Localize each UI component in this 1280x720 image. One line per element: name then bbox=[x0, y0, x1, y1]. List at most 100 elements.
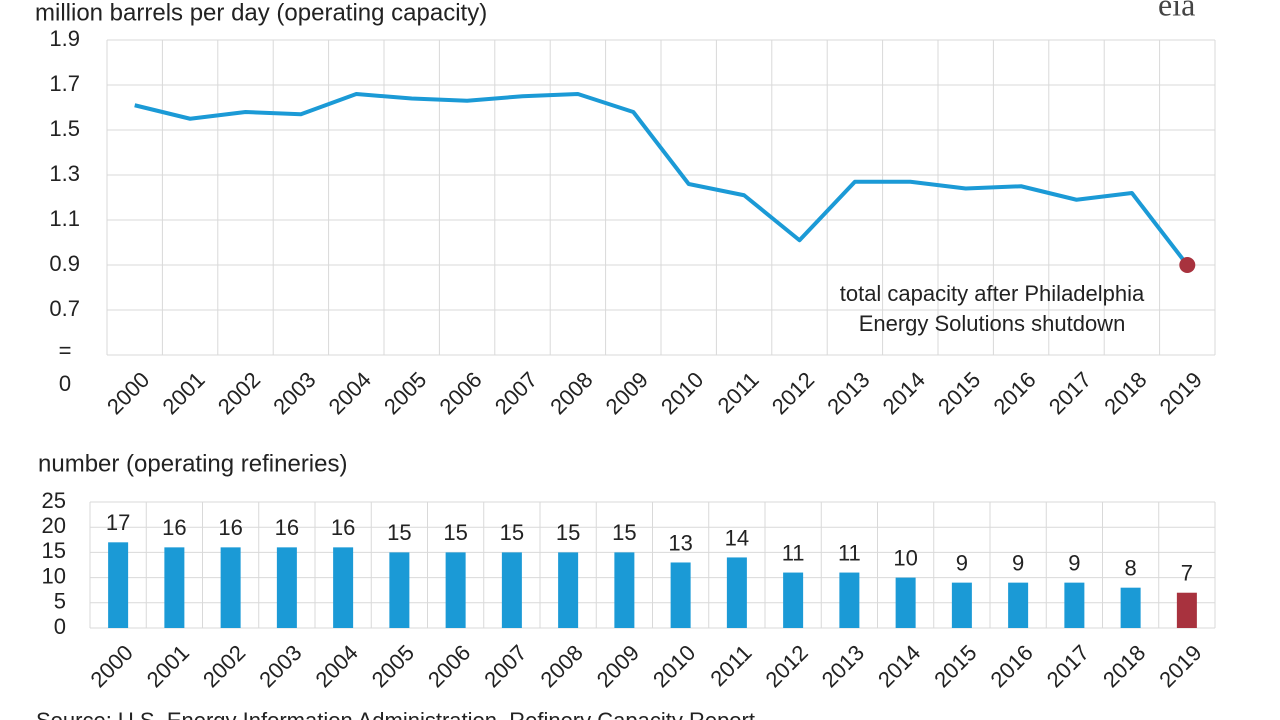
bar bbox=[220, 547, 241, 628]
value-label: 17 bbox=[106, 510, 130, 535]
y-tick-label: 1.3 bbox=[49, 161, 80, 186]
end-marker bbox=[1179, 257, 1196, 273]
value-label: 15 bbox=[387, 520, 411, 545]
value-label: 15 bbox=[443, 520, 467, 545]
value-label: 10 bbox=[893, 545, 917, 570]
value-label: 8 bbox=[1125, 555, 1137, 580]
value-label: 15 bbox=[612, 520, 636, 545]
x-tick-label: 2013 bbox=[817, 640, 869, 692]
x-tick-label: 2018 bbox=[1099, 367, 1151, 419]
x-tick-label: 2003 bbox=[268, 367, 320, 419]
y-tick-label: 5 bbox=[54, 589, 66, 614]
x-tick-label: 2010 bbox=[648, 640, 700, 692]
value-label: 11 bbox=[782, 540, 805, 565]
x-tick-label: 2009 bbox=[592, 640, 644, 692]
y-tick-label: 0.7 bbox=[49, 296, 80, 321]
x-tick-label: 2008 bbox=[545, 367, 597, 419]
x-tick-label: 2000 bbox=[85, 640, 137, 692]
annotation: Energy Solutions shutdown bbox=[859, 311, 1126, 336]
y-tick-label: 0 bbox=[54, 614, 66, 639]
bar bbox=[895, 577, 916, 628]
bar bbox=[333, 547, 354, 628]
y-tick-label: 20 bbox=[42, 513, 66, 538]
x-tick-label: 2015 bbox=[929, 640, 981, 692]
bar bbox=[726, 557, 747, 628]
value-label: 11 bbox=[838, 540, 861, 565]
chart-title: million barrels per day (operating capac… bbox=[35, 0, 487, 26]
bar bbox=[276, 547, 297, 628]
y-tick-label: 15 bbox=[42, 538, 66, 563]
x-tick-label: 2011 bbox=[713, 367, 764, 418]
bar bbox=[1064, 582, 1085, 628]
bar bbox=[1120, 587, 1141, 628]
x-tick-label: 2015 bbox=[933, 367, 985, 419]
x-tick-label: 2007 bbox=[490, 367, 542, 419]
bar bbox=[839, 572, 860, 628]
bar bbox=[1176, 592, 1197, 628]
x-tick-label: 2003 bbox=[254, 640, 306, 692]
x-tick-label: 2016 bbox=[988, 367, 1040, 419]
value-label: 16 bbox=[162, 515, 186, 540]
value-label: 16 bbox=[275, 515, 299, 540]
y-tick-label: 1.9 bbox=[49, 26, 80, 51]
x-tick-label: 2001 bbox=[157, 367, 209, 419]
y-tick-label: 0.9 bbox=[49, 251, 80, 276]
x-tick-label: 2002 bbox=[198, 640, 250, 692]
x-tick-label: 2007 bbox=[479, 640, 531, 692]
value-label: 13 bbox=[668, 530, 692, 555]
x-tick-label: 2018 bbox=[1098, 640, 1150, 692]
bar bbox=[558, 552, 579, 628]
x-tick-label: 2011 bbox=[705, 640, 756, 691]
x-tick-label: 2014 bbox=[873, 640, 925, 692]
x-tick-label: 2005 bbox=[367, 640, 419, 692]
chart-title: number (operating refineries) bbox=[38, 450, 347, 477]
x-tick-label: 2016 bbox=[985, 640, 1037, 692]
annotation: total capacity after Philadelphia bbox=[840, 281, 1145, 306]
x-tick-label: 2017 bbox=[1042, 640, 1094, 692]
value-label: 9 bbox=[1068, 550, 1080, 575]
x-tick-label: 2004 bbox=[310, 640, 362, 692]
x-tick-label: 2019 bbox=[1154, 640, 1206, 692]
bar bbox=[783, 572, 804, 628]
bar bbox=[445, 552, 466, 628]
bar bbox=[389, 552, 410, 628]
value-label: 16 bbox=[331, 515, 355, 540]
x-tick-label: 2013 bbox=[822, 367, 874, 419]
y-tick-label: 1.5 bbox=[49, 116, 80, 141]
y-break-label: 0 bbox=[59, 371, 71, 396]
x-tick-label: 2004 bbox=[324, 367, 376, 419]
x-tick-label: 2002 bbox=[213, 367, 265, 419]
y-tick-label: 1.1 bbox=[49, 206, 80, 231]
x-tick-label: 2008 bbox=[535, 640, 587, 692]
value-label: 7 bbox=[1181, 561, 1193, 586]
x-tick-label: 2005 bbox=[379, 367, 431, 419]
x-tick-label: 2010 bbox=[656, 367, 708, 419]
y-tick-label: 10 bbox=[42, 563, 66, 588]
x-tick-label: 2000 bbox=[102, 367, 154, 419]
bar bbox=[108, 542, 129, 628]
y-tick-label: 25 bbox=[42, 488, 66, 513]
x-tick-label: 2014 bbox=[878, 367, 930, 419]
value-label: 9 bbox=[956, 550, 968, 575]
x-tick-label: 2012 bbox=[760, 640, 812, 692]
line-series bbox=[134, 92, 1189, 267]
x-tick-label: 2001 bbox=[142, 640, 194, 692]
logo: eia bbox=[1158, 0, 1195, 22]
bar bbox=[951, 582, 972, 628]
x-tick-label: 2006 bbox=[423, 640, 475, 692]
value-label: 14 bbox=[725, 525, 749, 550]
bar bbox=[164, 547, 185, 628]
x-tick-label: 2012 bbox=[767, 367, 819, 419]
x-tick-label: 2009 bbox=[601, 367, 653, 419]
bar bbox=[614, 552, 635, 628]
bar bbox=[501, 552, 522, 628]
value-label: 15 bbox=[500, 520, 524, 545]
value-label: 9 bbox=[1012, 550, 1024, 575]
bar bbox=[670, 562, 691, 628]
value-label: 16 bbox=[218, 515, 242, 540]
x-tick-label: 2006 bbox=[434, 367, 486, 419]
y-break-label: = bbox=[59, 338, 72, 363]
x-tick-label: 2019 bbox=[1155, 367, 1207, 419]
value-label: 15 bbox=[556, 520, 580, 545]
